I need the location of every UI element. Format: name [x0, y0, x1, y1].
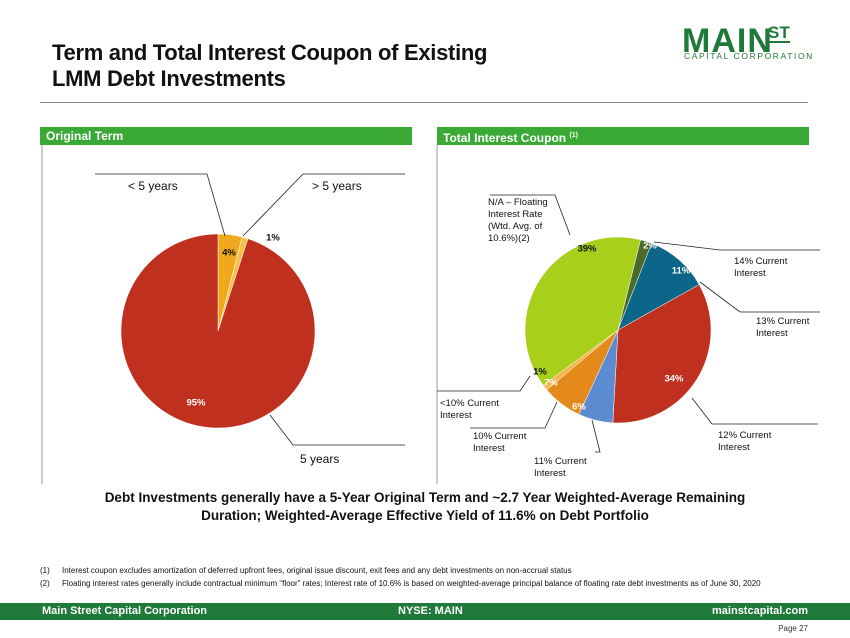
value-label: 1%	[533, 367, 547, 378]
leader-line	[95, 173, 226, 237]
value-label: 4%	[222, 248, 236, 259]
value-label: 7%	[544, 378, 558, 389]
leader-line	[591, 419, 601, 453]
title: Term and Total Interest Coupon of Existi…	[52, 40, 488, 65]
summary: Duration; Weighted-Average Effective Yie…	[201, 508, 649, 523]
value-label: 34%	[664, 374, 684, 385]
leader-line	[490, 194, 571, 236]
leader-line	[691, 397, 818, 425]
logo-sub: CAPITAL CORPORATION	[684, 51, 814, 61]
chart-title: Original Term	[46, 129, 124, 143]
footnote-mark: (2)	[40, 579, 50, 588]
category-label: > 5 years	[312, 179, 362, 193]
category-label: 11% Current Interest	[534, 456, 587, 479]
value-label: 6%	[572, 402, 586, 413]
chart-header: Total Interest Coupon (1)	[437, 127, 809, 145]
value-label: 2%	[643, 241, 657, 252]
logo-st: ST	[768, 23, 790, 43]
pie-slice	[120, 233, 316, 429]
pie-slice	[612, 284, 712, 424]
rule	[40, 102, 808, 103]
value-label: 11%	[672, 266, 691, 277]
value-label: 1%	[266, 233, 280, 244]
footer: Main Street Capital Corporation NYSE: MA…	[0, 603, 850, 620]
title: LMM Debt Investments	[52, 66, 286, 91]
category-label: 14% Current Interest	[734, 256, 788, 279]
footer-left: Main Street Capital Corporation	[42, 605, 208, 617]
footer-center: NYSE: MAIN	[398, 605, 463, 617]
chart-header: Original Term	[40, 127, 412, 145]
leader-line	[242, 173, 405, 237]
leader-line	[470, 401, 558, 429]
logo-main: MAIN	[682, 22, 773, 60]
footnote: Floating interest rates generally includ…	[62, 579, 761, 588]
leader-line	[653, 241, 820, 251]
category-label: 5 years	[300, 452, 340, 466]
category-label: <10% Current Interest	[440, 398, 499, 421]
leader-line	[269, 414, 405, 446]
footer-right: mainstcapital.com	[712, 605, 808, 617]
category-label: 12% Current Interest	[718, 430, 772, 453]
title-note: (1)	[569, 132, 579, 139]
category-label: 10% Current Interest	[473, 431, 527, 454]
category-label: N/A – Floating Interest Rate (Wtd. Avg. …	[488, 197, 548, 244]
leader-line	[437, 375, 531, 392]
footnote: Interest coupon excludes amortization of…	[62, 566, 572, 575]
summary: Debt Investments generally have a 5-Year…	[104, 490, 746, 505]
category-label: < 5 years	[128, 179, 178, 193]
pie-slice	[524, 236, 641, 386]
leader-line	[699, 281, 820, 313]
page-number: Page 27	[778, 624, 808, 633]
category-label: 13% Current Interest	[756, 316, 810, 339]
footnote-mark: (1)	[40, 566, 50, 575]
value-label: 39%	[577, 244, 597, 255]
value-label: 95%	[186, 398, 206, 409]
chart-title: Total Interest Coupon	[443, 131, 567, 145]
